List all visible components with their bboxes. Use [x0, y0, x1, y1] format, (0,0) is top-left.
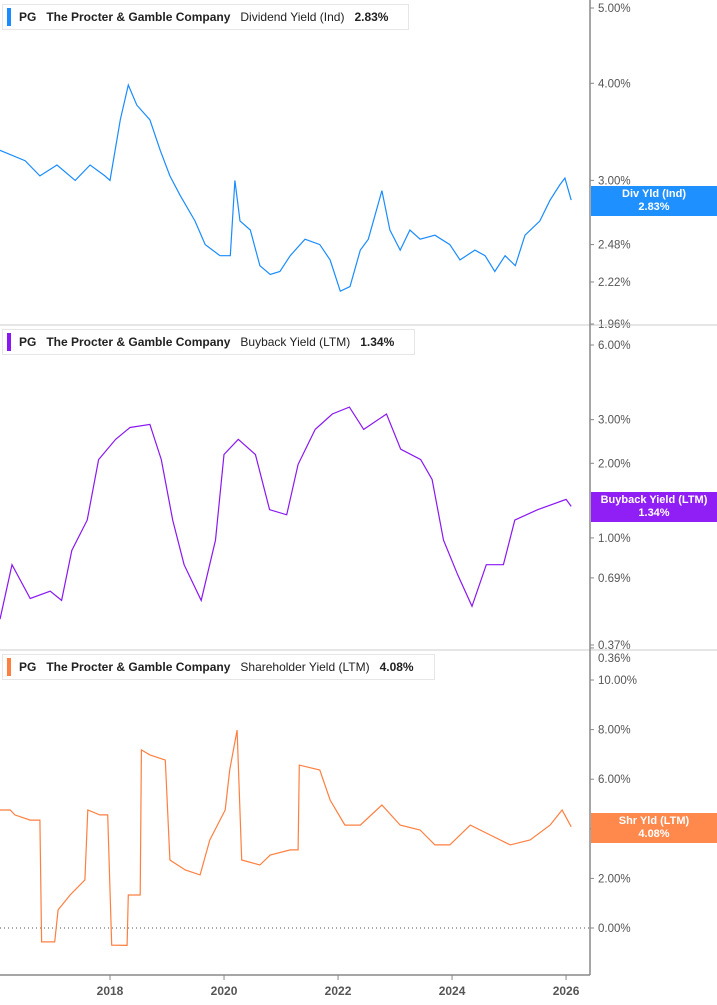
legend-buyback: PG The Procter & Gamble Company Buyback …	[2, 329, 416, 355]
legend-metric: Shareholder Yield (LTM)	[240, 660, 370, 674]
y-tick-label: 1.00%	[598, 533, 631, 545]
badge-label: Div Yld (Ind)	[622, 188, 686, 200]
series-color-swatch	[7, 658, 11, 676]
y-tick-label: 10.00%	[598, 675, 637, 687]
y-tick-label: 3.00%	[598, 175, 631, 187]
legend-shareholder: PG The Procter & Gamble Company Sharehol…	[2, 654, 435, 680]
legend-value: 1.34%	[360, 335, 395, 349]
y-tick-label: 5.00%	[598, 3, 631, 15]
legend-company: The Procter & Gamble Company	[46, 660, 231, 674]
x-tick-label: 2026	[553, 984, 580, 998]
y-tick-label: 2.00%	[598, 873, 631, 885]
y-tick-label: 4.00%	[598, 78, 631, 90]
badge-value: 2.83%	[638, 201, 670, 213]
legend-value: 4.08%	[379, 660, 414, 674]
y-tick-label: 2.48%	[598, 240, 631, 252]
x-tick-label: 2024	[439, 984, 466, 998]
badge-label: Shr Yld (LTM)	[618, 815, 690, 827]
y-tick-label: 2.00%	[598, 458, 631, 470]
y-tick-label: 0.00%	[598, 923, 631, 935]
badge-value: 4.08%	[638, 828, 670, 840]
x-tick-label: 2022	[325, 984, 352, 998]
legend-ticker: PG	[19, 10, 37, 24]
dividend-value-badge: Div Yld (Ind) 2.83%	[591, 186, 717, 216]
x-tick-label: 2020	[211, 984, 238, 998]
shareholder-value-badge: Shr Yld (LTM) 4.08%	[591, 813, 717, 843]
legend-ticker: PG	[19, 660, 37, 674]
buyback-value-badge: Buyback Yield (LTM) 1.34%	[591, 492, 717, 522]
x-tick-label: 2018	[97, 984, 124, 998]
y-tick-label: 8.00%	[598, 725, 631, 737]
badge-value: 1.34%	[638, 507, 670, 519]
y-tick-label: 0.37%	[598, 640, 631, 652]
series-line-0	[0, 83, 572, 293]
y-tick-label: 0.36%	[598, 653, 631, 665]
legend-dividend: PG The Procter & Gamble Company Dividend…	[2, 4, 410, 30]
legend-metric: Buyback Yield (LTM)	[240, 335, 351, 349]
series-line-1	[0, 406, 572, 620]
legend-ticker: PG	[19, 335, 37, 349]
y-tick-label: 2.22%	[598, 277, 631, 289]
legend-value: 2.83%	[354, 10, 389, 24]
legend-company: The Procter & Gamble Company	[46, 335, 231, 349]
badge-label: Buyback Yield (LTM)	[600, 494, 708, 506]
series-line-2	[0, 729, 572, 947]
y-tick-label: 6.00%	[598, 340, 631, 352]
series-color-swatch	[7, 333, 11, 351]
y-tick-label: 0.69%	[598, 573, 631, 585]
series-color-swatch	[7, 8, 11, 26]
y-tick-label: 6.00%	[598, 774, 631, 786]
legend-company: The Procter & Gamble Company	[46, 10, 231, 24]
legend-metric: Dividend Yield (Ind)	[240, 10, 345, 24]
y-tick-label: 3.00%	[598, 415, 631, 427]
